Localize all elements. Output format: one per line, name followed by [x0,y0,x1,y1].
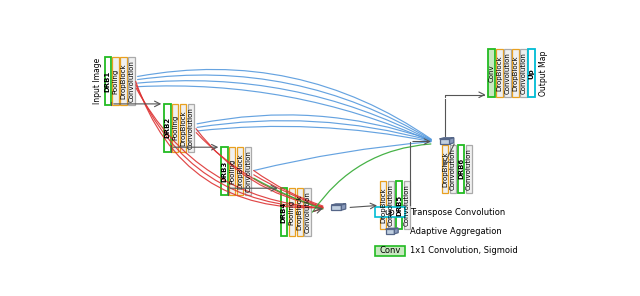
FancyBboxPatch shape [512,49,518,97]
Polygon shape [341,204,346,210]
FancyBboxPatch shape [221,147,228,195]
Text: Convolution: Convolution [404,184,410,226]
Text: Transpose Convolution: Transpose Convolution [410,208,505,217]
FancyBboxPatch shape [305,188,311,236]
Text: 1x1 Convolution, Sigmoid: 1x1 Convolution, Sigmoid [410,246,518,255]
Text: Convolution: Convolution [466,148,472,190]
FancyBboxPatch shape [188,104,195,152]
Text: DropBlock: DropBlock [442,151,448,187]
Text: Convolution: Convolution [504,52,511,94]
FancyBboxPatch shape [120,57,127,105]
Text: Pooling: Pooling [172,115,178,141]
Text: Convolution: Convolution [188,107,194,149]
FancyBboxPatch shape [280,188,287,236]
Polygon shape [394,228,398,234]
Text: DRB4: DRB4 [281,202,287,223]
Text: DRB5: DRB5 [396,195,402,216]
Text: Input Image: Input Image [93,58,102,104]
FancyBboxPatch shape [396,181,402,229]
FancyBboxPatch shape [104,57,111,105]
Text: Pooling: Pooling [229,158,236,184]
Text: Convolution: Convolution [305,191,310,233]
FancyBboxPatch shape [229,147,236,195]
Text: Convolution: Convolution [450,148,456,190]
Text: DRB6: DRB6 [458,158,464,179]
FancyBboxPatch shape [404,181,410,229]
FancyBboxPatch shape [458,145,464,193]
Polygon shape [332,205,341,210]
Text: Output Map: Output Map [539,50,548,96]
Text: up: up [385,208,396,217]
Text: Adaptive Aggregation: Adaptive Aggregation [410,227,502,236]
FancyBboxPatch shape [380,181,387,229]
FancyBboxPatch shape [528,49,534,97]
FancyBboxPatch shape [497,49,503,97]
FancyBboxPatch shape [296,188,303,236]
FancyBboxPatch shape [488,49,495,97]
Text: DRB1: DRB1 [105,70,111,92]
Text: Conv: Conv [489,64,495,82]
Polygon shape [449,138,454,144]
FancyBboxPatch shape [504,49,511,97]
Text: Pooling: Pooling [289,200,295,225]
FancyBboxPatch shape [180,104,186,152]
Polygon shape [440,138,454,139]
FancyBboxPatch shape [466,145,472,193]
Text: DropBlock: DropBlock [180,110,186,146]
Text: DropBlock: DropBlock [297,194,303,230]
FancyBboxPatch shape [237,147,243,195]
FancyBboxPatch shape [172,104,179,152]
FancyBboxPatch shape [442,145,448,193]
Text: Convolution: Convolution [129,60,134,102]
Text: Pooling: Pooling [113,68,118,94]
Text: DropBlock: DropBlock [237,153,243,189]
FancyBboxPatch shape [450,145,456,193]
Polygon shape [332,204,346,205]
Text: DropBlock: DropBlock [497,55,502,91]
FancyBboxPatch shape [245,147,252,195]
FancyBboxPatch shape [375,246,405,256]
Text: Up: Up [529,68,534,78]
Text: Convolution: Convolution [245,150,251,192]
Polygon shape [440,139,449,144]
FancyBboxPatch shape [388,181,394,229]
Text: DropBlock: DropBlock [121,63,127,99]
Text: Convolution: Convolution [388,184,394,226]
FancyBboxPatch shape [375,207,405,217]
Polygon shape [386,229,394,234]
Text: Convolution: Convolution [520,52,527,94]
Text: DropBlock: DropBlock [513,55,518,91]
FancyBboxPatch shape [164,104,170,152]
FancyBboxPatch shape [520,49,527,97]
Text: DropBlock: DropBlock [380,187,386,223]
Polygon shape [386,228,398,229]
Text: Conv: Conv [380,246,401,255]
FancyBboxPatch shape [113,57,119,105]
FancyBboxPatch shape [129,57,135,105]
FancyBboxPatch shape [289,188,295,236]
Text: DRB2: DRB2 [164,117,170,139]
Text: DRB3: DRB3 [221,160,227,182]
